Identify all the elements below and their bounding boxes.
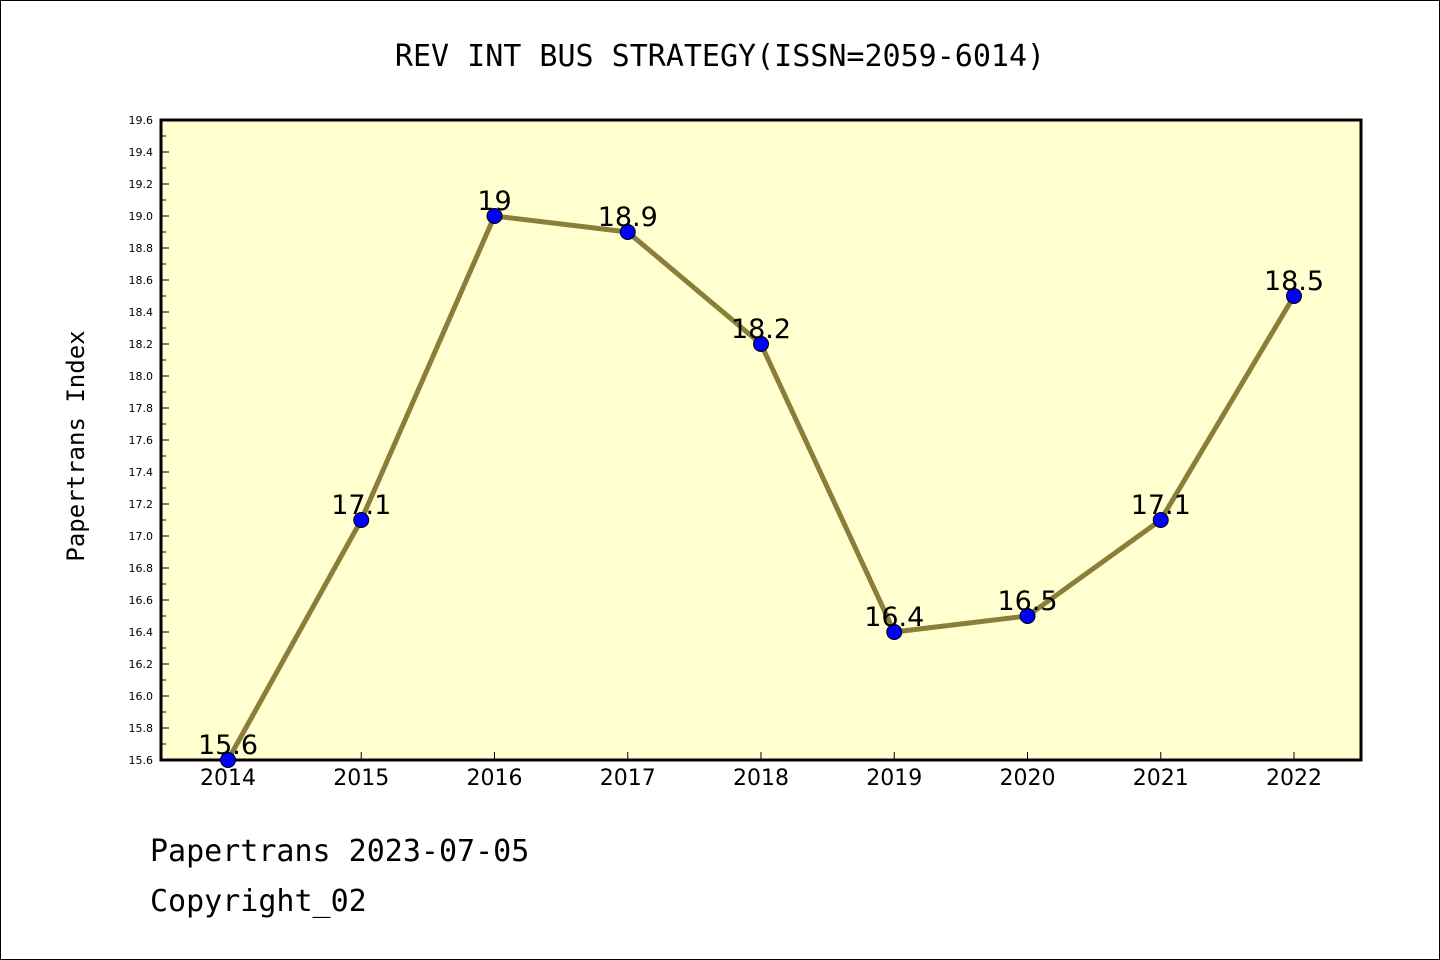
x-tick-label: 2017 [600, 766, 656, 791]
y-tick-label: 17.2 [129, 498, 154, 511]
data-label: 15.6 [198, 730, 258, 761]
data-point [753, 336, 769, 352]
x-axis-ticks: 2014 2015 2016 2017 2018 2019 2020 2021 2022 [200, 752, 1322, 791]
data-label: 18.9 [598, 202, 658, 233]
y-tick-label: 19.0 [129, 210, 154, 223]
y-tick-label: 15.6 [129, 754, 154, 767]
y-axis-ticks: 15.6 15.8 16.0 16.2 16.4 16.6 16.8 17.0 17.2 17.4… [129, 114, 169, 767]
x-tick-label: 2022 [1266, 766, 1322, 791]
x-tick-label: 2016 [467, 766, 523, 791]
y-tick-label: 16.0 [129, 690, 154, 703]
y-tick-label: 15.8 [129, 722, 154, 735]
x-tick-label: 2015 [333, 766, 389, 791]
data-label: 16.5 [997, 586, 1057, 617]
data-label: 18.2 [731, 314, 791, 345]
data-label: 17.1 [331, 490, 391, 521]
y-tick-label: 17.4 [129, 466, 154, 479]
y-tick-label: 17.0 [129, 530, 154, 543]
data-point [220, 752, 236, 768]
y-tick-label: 16.8 [129, 562, 154, 575]
data-markers [220, 208, 1302, 768]
footer-copyright: Copyright_02 [150, 884, 367, 919]
y-tick-label: 18.4 [129, 306, 154, 319]
chart-title: REV INT BUS STRATEGY(ISSN=2059-6014) [395, 39, 1045, 74]
data-point [1152, 512, 1169, 528]
data-point [886, 624, 903, 640]
y-tick-label: 19.4 [129, 146, 154, 159]
y-tick-label: 17.6 [129, 434, 154, 447]
x-tick-label: 2014 [200, 766, 256, 791]
y-tick-label: 18.6 [129, 274, 154, 287]
data-labels: 15.6 17.1 19 18.9 18.2 16.4 16.5 17.1 18.5 [198, 186, 1324, 761]
plot-area [159, 118, 1363, 762]
data-point [1019, 608, 1036, 624]
data-point [619, 224, 636, 240]
y-axis-label: Papertrans Index [62, 330, 90, 561]
y-tick-label: 18.0 [129, 370, 154, 383]
y-tick-label: 18.2 [129, 338, 154, 351]
x-tick-label: 2019 [866, 766, 922, 791]
data-point [1286, 288, 1302, 304]
data-label: 18.5 [1264, 266, 1324, 297]
x-tick-label: 2020 [1000, 766, 1056, 791]
y-tick-label: 17.8 [129, 402, 154, 415]
x-tick-label: 2018 [733, 766, 789, 791]
y-tick-label: 16.6 [129, 594, 154, 607]
y-tick-label: 16.2 [129, 658, 154, 671]
data-label: 19 [477, 186, 511, 217]
y-tick-label: 19.2 [129, 178, 154, 191]
x-tick-label: 2021 [1133, 766, 1189, 791]
y-tick-label: 16.4 [129, 626, 154, 639]
footer-date: Papertrans 2023-07-05 [150, 834, 530, 869]
data-point [486, 208, 503, 224]
data-label: 17.1 [1131, 490, 1191, 521]
data-point [353, 512, 370, 528]
y-tick-label: 19.6 [129, 114, 154, 127]
y-tick-label: 18.8 [129, 242, 154, 255]
data-label: 16.4 [864, 602, 924, 633]
